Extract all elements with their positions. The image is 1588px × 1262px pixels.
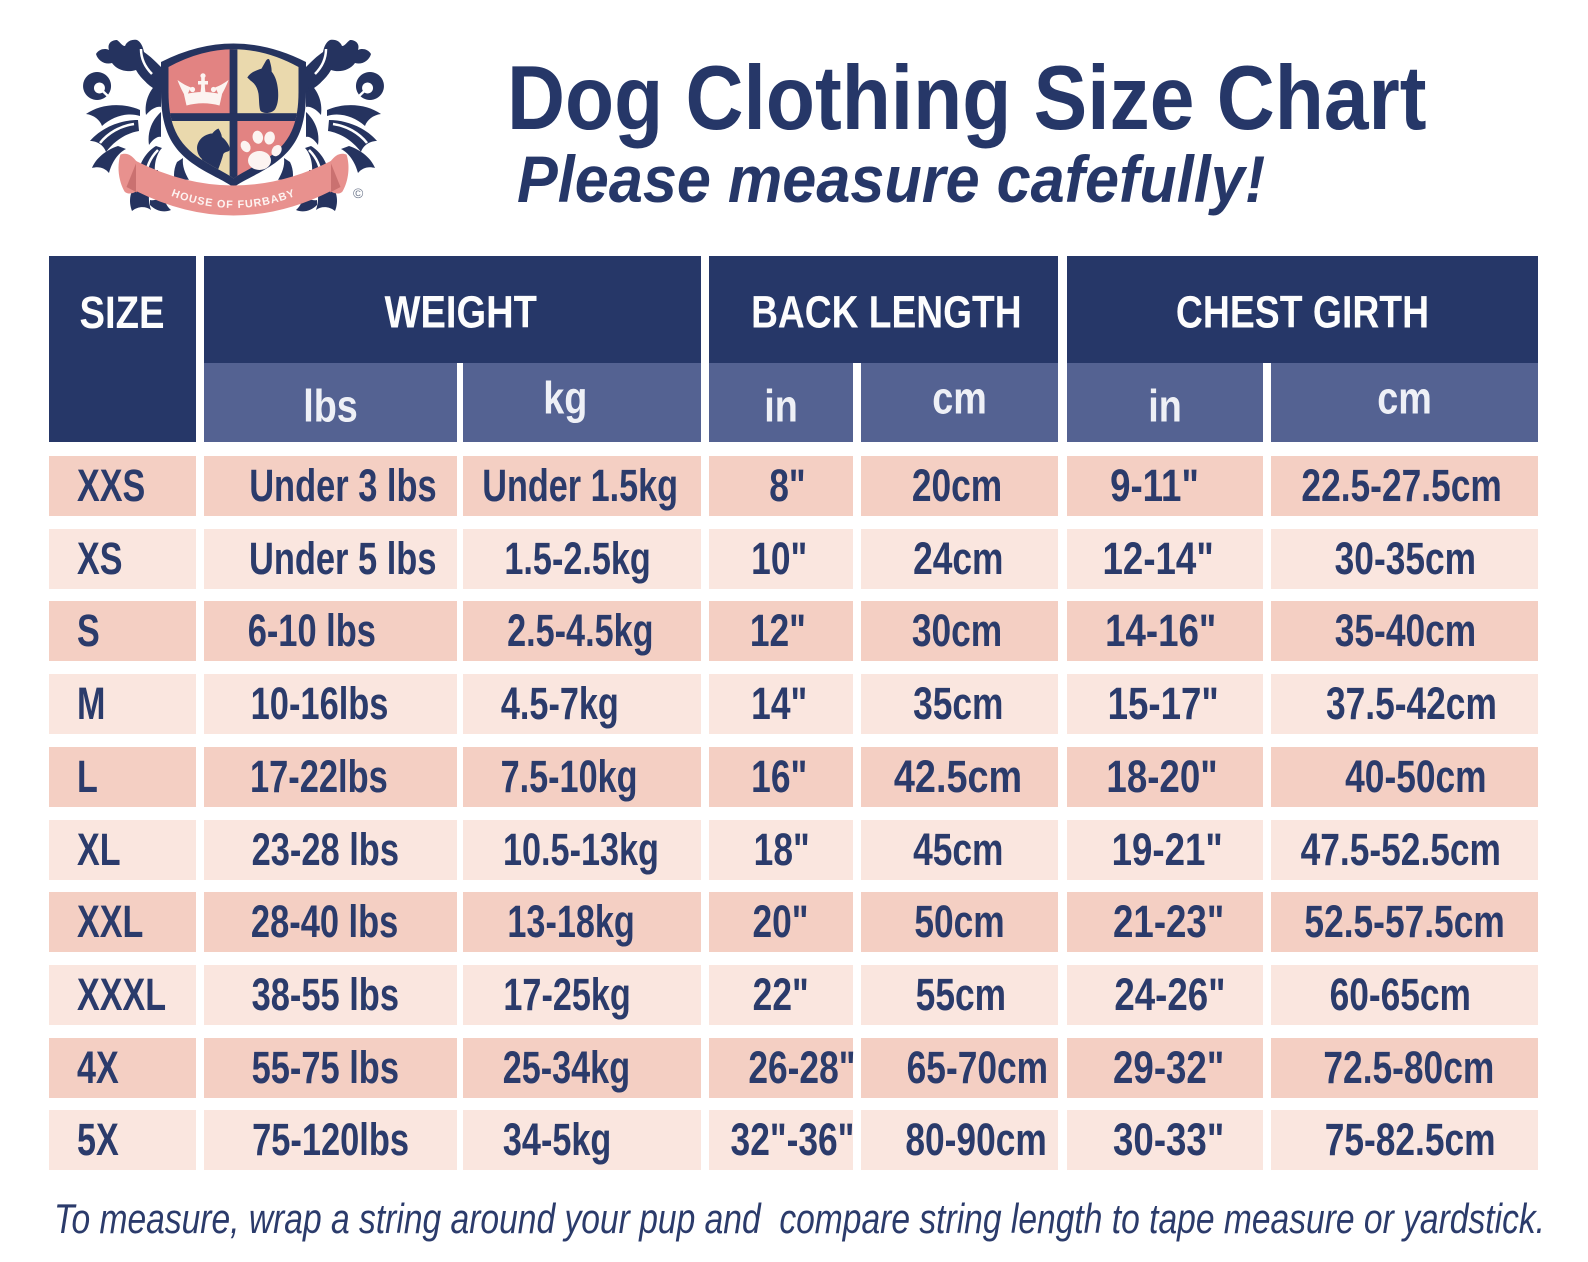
- svg-text:©: ©: [353, 185, 364, 201]
